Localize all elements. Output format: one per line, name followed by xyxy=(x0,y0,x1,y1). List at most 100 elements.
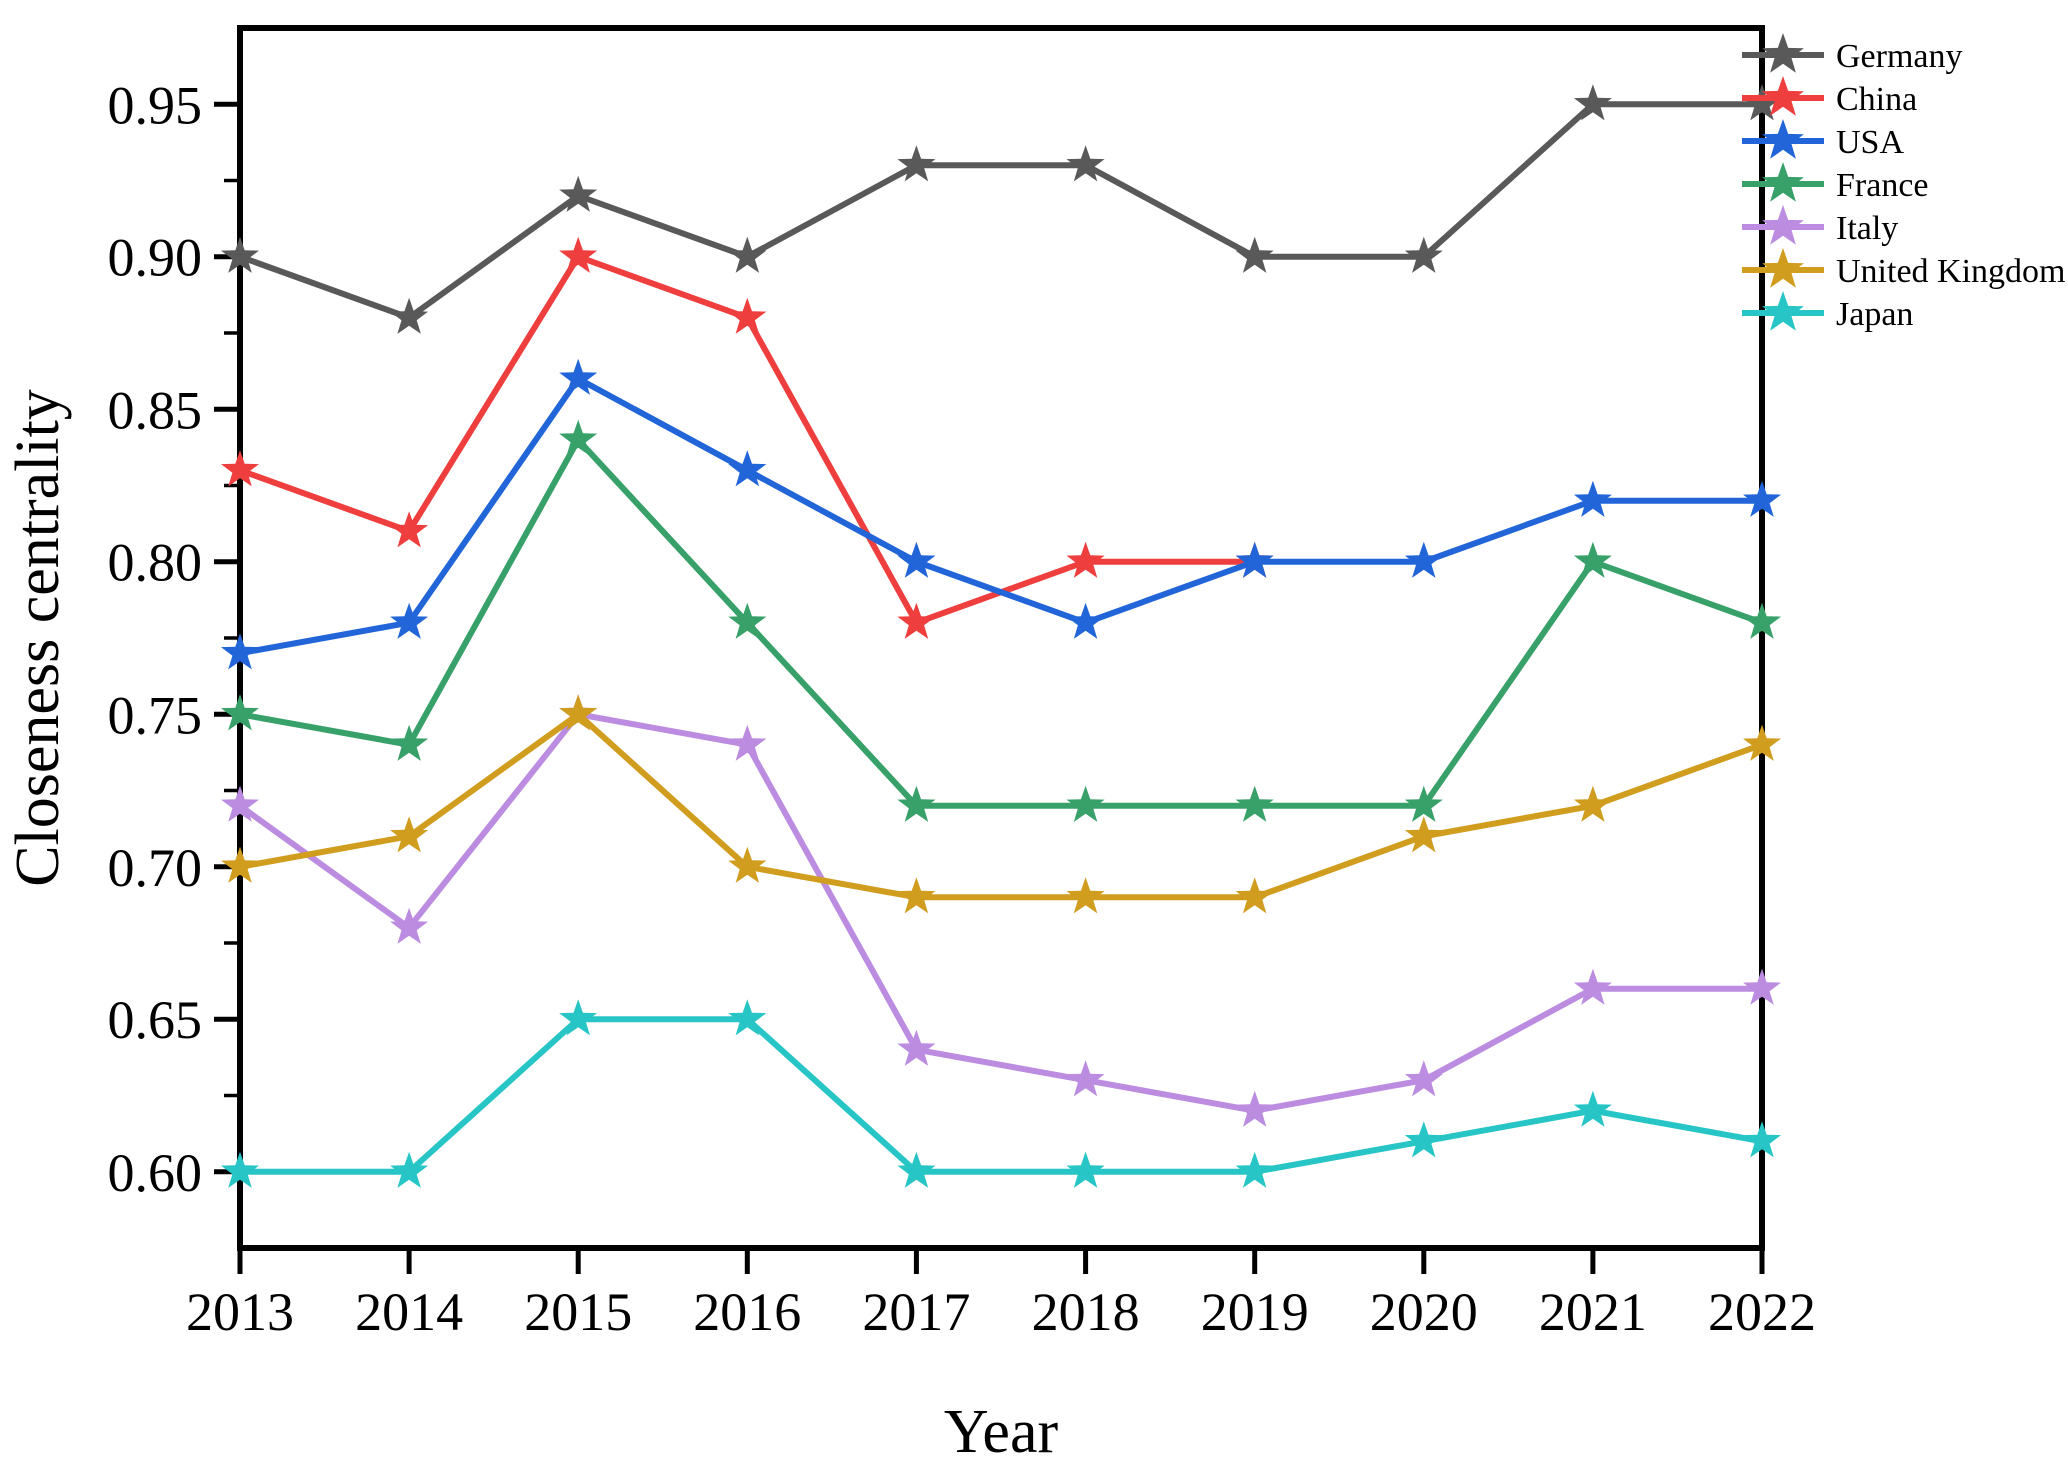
data-point-marker xyxy=(221,1151,259,1188)
legend-star-icon xyxy=(1762,33,1804,73)
data-point-marker xyxy=(1066,785,1105,822)
data-point-marker xyxy=(390,602,429,639)
legend-star-icon xyxy=(1762,76,1804,116)
series-line xyxy=(239,374,1762,657)
data-point-marker xyxy=(1404,1060,1443,1097)
legend: Germany China USA France Italy United Kingdom… xyxy=(1742,33,2065,333)
data-point-marker xyxy=(897,602,936,639)
x-axis-title: Year xyxy=(944,1398,1059,1466)
legend-item-usa: USA xyxy=(1742,119,1904,161)
data-point-marker xyxy=(1573,480,1612,517)
data-point-marker xyxy=(897,1029,936,1066)
data-point-marker xyxy=(1235,1151,1274,1188)
data-point-marker xyxy=(728,297,767,334)
data-point-marker xyxy=(1743,602,1781,639)
legend-item-label: USA xyxy=(1836,124,1904,161)
y-axis-tick-label: 0.80 xyxy=(108,533,203,593)
x-axis-tick-label: 2014 xyxy=(355,1282,463,1342)
legend-item-united-kingdom: United Kingdom xyxy=(1742,248,2065,290)
legend-star-icon xyxy=(1762,162,1804,202)
data-point-marker xyxy=(1066,1151,1105,1188)
data-point-marker xyxy=(559,358,598,395)
data-point-marker xyxy=(897,145,936,182)
data-point-marker xyxy=(1573,785,1612,822)
data-point-marker xyxy=(559,694,598,731)
y-axis-tick-label: 0.95 xyxy=(108,75,203,135)
data-point-marker xyxy=(221,450,259,487)
data-point-marker xyxy=(1743,968,1781,1005)
data-point-marker xyxy=(1235,877,1274,914)
legend-item-japan: Japan xyxy=(1742,291,1913,333)
y-axis-tick-label: 0.75 xyxy=(108,685,203,745)
axes-layer: 0.60 0.65 0.70 0.75 0.80 0.85 0.90 0.95 2013 2014… xyxy=(108,25,1816,1342)
data-point-marker xyxy=(1404,1121,1443,1158)
series-line xyxy=(238,101,1762,322)
legend-item-germany: Germany xyxy=(1742,33,1963,75)
series-line xyxy=(239,710,1764,901)
data-point-marker xyxy=(1066,1060,1105,1097)
data-point-marker xyxy=(1066,541,1105,578)
data-point-marker xyxy=(559,175,598,212)
data-point-marker xyxy=(897,1151,936,1188)
data-point-marker xyxy=(728,236,767,273)
legend-item-label: China xyxy=(1836,81,1917,118)
x-axis-tick-label: 2015 xyxy=(524,1282,632,1342)
data-point-marker xyxy=(390,907,429,944)
data-point-marker xyxy=(1066,145,1105,182)
data-point-marker xyxy=(1404,541,1443,578)
data-point-marker xyxy=(221,694,259,731)
data-point-marker xyxy=(1573,84,1612,121)
x-axis-tick-label: 2022 xyxy=(1708,1282,1816,1342)
series-united-kingdom xyxy=(221,694,1781,914)
x-axis-tick-label: 2013 xyxy=(186,1282,294,1342)
data-point-marker xyxy=(390,511,429,548)
series-germany xyxy=(221,84,1781,334)
x-axis-tick-label: 2021 xyxy=(1539,1282,1647,1342)
data-point-marker xyxy=(1404,816,1443,853)
data-point-marker xyxy=(1404,236,1443,273)
data-point-marker xyxy=(1743,84,1781,121)
data-point-marker xyxy=(1066,877,1105,914)
legend-star-icon xyxy=(1762,205,1804,245)
data-point-marker xyxy=(728,602,767,639)
data-point-marker xyxy=(728,999,767,1036)
data-point-marker xyxy=(897,785,936,822)
data-point-marker xyxy=(559,419,598,456)
data-point-marker xyxy=(1743,480,1781,517)
legend-item-label: United Kingdom xyxy=(1836,253,2065,290)
data-point-marker xyxy=(221,846,259,883)
legend-item-france: France xyxy=(1742,162,1929,204)
data-point-marker xyxy=(1235,1090,1274,1127)
data-point-marker xyxy=(1573,968,1612,1005)
data-point-marker xyxy=(390,816,429,853)
legend-item-label: France xyxy=(1836,167,1929,204)
data-point-marker xyxy=(559,236,598,273)
data-point-marker xyxy=(728,450,767,487)
series-line xyxy=(238,711,1762,1114)
series-usa xyxy=(221,358,1781,670)
data-point-marker xyxy=(390,1151,429,1188)
legend-star-icon xyxy=(1762,291,1804,331)
data-point-marker xyxy=(1573,541,1612,578)
data-point-marker xyxy=(897,541,936,578)
x-axis-tick-label: 2017 xyxy=(862,1282,970,1342)
data-point-marker xyxy=(221,633,259,670)
series-layer xyxy=(221,84,1781,1188)
data-point-marker xyxy=(1235,236,1274,273)
data-point-marker xyxy=(1743,724,1781,761)
data-point-marker xyxy=(728,724,767,761)
series-line xyxy=(239,434,1764,809)
data-point-marker xyxy=(559,999,598,1036)
series-line xyxy=(240,1016,1763,1175)
legend-item-italy: Italy xyxy=(1742,205,1898,247)
y-axis-title: Closeness centrality xyxy=(4,389,72,887)
data-point-marker xyxy=(1404,785,1443,822)
x-axis-tick-label: 2016 xyxy=(693,1282,801,1342)
legend-item-label: Japan xyxy=(1836,296,1913,333)
data-point-marker xyxy=(1235,541,1274,578)
y-axis-tick-label: 0.90 xyxy=(108,228,203,288)
series-china xyxy=(221,236,1274,639)
series-italy xyxy=(221,694,1781,1127)
